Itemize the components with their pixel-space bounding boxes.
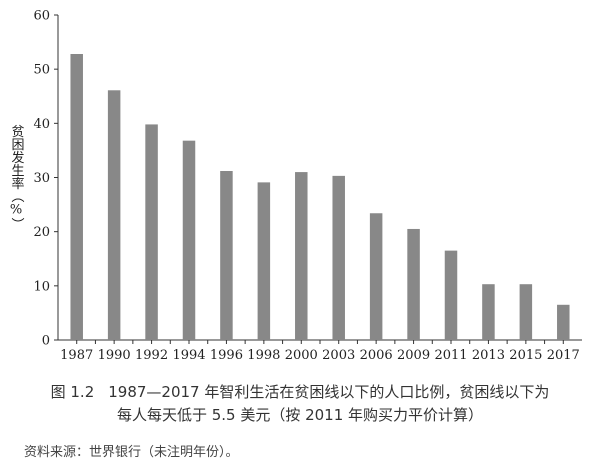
y-tick-label: 20 bbox=[33, 225, 50, 240]
x-tick-label-2009: 2009 bbox=[397, 348, 430, 363]
y-tick-label: 50 bbox=[33, 63, 50, 78]
x-tick-label-2015: 2015 bbox=[509, 348, 542, 363]
x-tick-label-2017: 2017 bbox=[547, 348, 580, 363]
x-tick-label-1987: 1987 bbox=[60, 348, 93, 363]
poverty-rate-bar-chart: 0 10 20 30 40 50 60 1987 1990 1992 1994 1996 1998 20… bbox=[9, 9, 582, 363]
y-axis: 0 10 20 30 40 50 60 bbox=[33, 9, 59, 349]
bar-1994 bbox=[182, 140, 196, 340]
figure-caption-line-2: 每人每天低于 5.5 美元（按 2011 年购买力平价计算） bbox=[0, 404, 600, 426]
y-axis-label: 贫困发生率（%） bbox=[9, 124, 25, 231]
x-tick-label-2011: 2011 bbox=[434, 348, 467, 363]
source-note: 资料来源：世界银行（未注明年份）。 bbox=[24, 445, 239, 460]
x-tick-label-2000: 2000 bbox=[285, 348, 318, 363]
bar-2013 bbox=[482, 284, 495, 340]
bar-1992 bbox=[145, 124, 158, 341]
bar-2003 bbox=[332, 175, 345, 340]
x-tick-label-2006: 2006 bbox=[360, 348, 393, 363]
caption-text-2: 每人每天低于 5.5 美元（按 2011 年购买力平价计算） bbox=[116, 406, 484, 424]
y-tick-label: 30 bbox=[33, 171, 50, 186]
y-tick-label: 60 bbox=[33, 9, 50, 24]
bar-2015 bbox=[519, 284, 533, 340]
x-tick-label-1996: 1996 bbox=[210, 348, 243, 363]
x-tick-label-1990: 1990 bbox=[98, 348, 131, 363]
bar-2011 bbox=[444, 250, 458, 340]
figure-number: 图 1.2 bbox=[50, 383, 95, 401]
x-tick-labels: 1987 1990 1992 1994 1996 1998 2000 2003 2006 2009… bbox=[60, 348, 580, 363]
bars bbox=[70, 54, 570, 341]
figure-caption-line-1: 图 1.2 1987—2017 年智利生活在贫困线以下的人口比例，贫困线以下为 bbox=[0, 381, 600, 403]
y-tick-label: 40 bbox=[33, 117, 50, 132]
caption-text-1: 1987—2017 年智利生活在贫困线以下的人口比例，贫困线以下为 bbox=[108, 383, 550, 401]
x-tick-label-1992: 1992 bbox=[135, 348, 168, 363]
bar-2000 bbox=[295, 172, 308, 340]
bar-1996 bbox=[220, 171, 233, 340]
bar-1990 bbox=[107, 90, 121, 341]
x-axis bbox=[58, 339, 582, 344]
y-tick-label: 0 bbox=[42, 334, 50, 349]
x-tick-label-1998: 1998 bbox=[247, 348, 280, 363]
x-tick-label-1994: 1994 bbox=[172, 348, 205, 363]
bar-2017 bbox=[557, 304, 570, 340]
y-axis-label: 贫困发生率（%） bbox=[9, 124, 25, 231]
bar-1998 bbox=[257, 182, 271, 340]
x-tick-label-2003: 2003 bbox=[322, 348, 355, 363]
x-tick-label-2013: 2013 bbox=[472, 348, 505, 363]
y-tick-label: 10 bbox=[33, 279, 50, 294]
bar-2006 bbox=[369, 213, 383, 340]
bar-1987 bbox=[70, 54, 83, 340]
bar-2009 bbox=[407, 228, 420, 340]
